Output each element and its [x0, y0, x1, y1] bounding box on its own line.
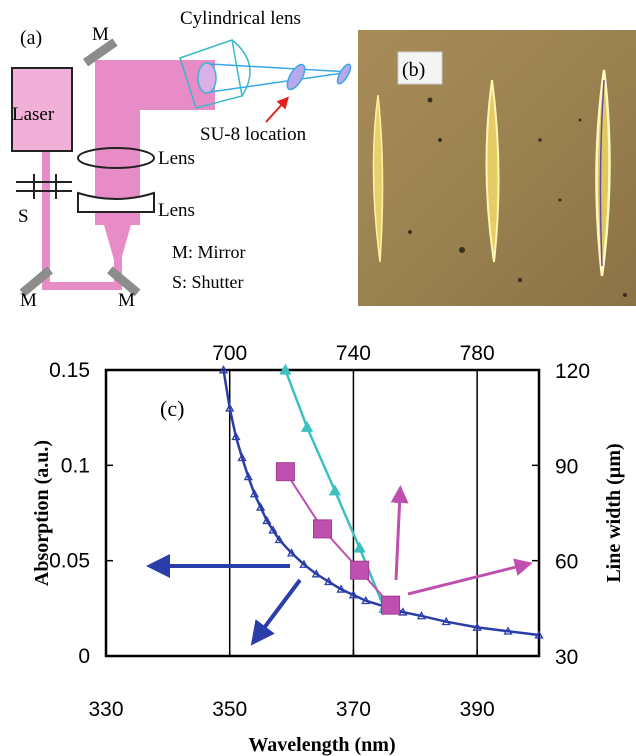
mirror-label-top: M: [92, 24, 109, 45]
arrow-down-blue: [250, 578, 302, 646]
panel-b-label: (b): [402, 59, 425, 81]
y-right-tick-label: 90: [555, 455, 578, 478]
series-0-point: [237, 452, 247, 462]
su8-label: SU-8 location: [200, 124, 307, 145]
series-0-point: [262, 515, 272, 525]
axis-ticks: [105, 369, 539, 657]
series-2-point: [275, 462, 295, 482]
mirror-label-bottom-left: M: [20, 290, 37, 311]
written-line-2: [485, 79, 500, 263]
lens-label-1: Lens: [158, 148, 195, 169]
series-0-point: [324, 576, 334, 586]
micrograph-specks: [408, 97, 627, 297]
series-0-point: [503, 626, 513, 635]
series-0-point: [348, 590, 359, 599]
legend-mirror: M: Mirror: [172, 242, 246, 262]
series-0-point: [249, 489, 260, 498]
series-0-point: [398, 607, 408, 616]
panel-c-chart: (c) 330 350 370 390 700 740 780 0 0.05 0.1 0.15 30 6…: [31, 342, 625, 756]
x-axis-title: Wavelength (nm): [248, 734, 395, 756]
su8-arrow: [265, 96, 290, 123]
series-0-point: [534, 630, 544, 639]
data-series: [218, 363, 544, 639]
y-right-tick-label: 60: [555, 551, 578, 574]
x-top-tick-label: 780: [460, 342, 495, 365]
arrow-up-pink: [390, 485, 409, 581]
series-1-point: [328, 484, 341, 496]
series-0-point: [231, 431, 241, 441]
series-0-point: [274, 534, 284, 544]
mirror-bottom-left: [19, 266, 54, 297]
y-left-axis-title: Absorption (a.u.): [31, 440, 53, 586]
panel-a-label: (a): [20, 27, 42, 49]
series-1-point: [300, 420, 314, 432]
grid-lines: [228, 370, 478, 656]
written-lines: [372, 69, 611, 277]
laser-beam: [42, 60, 215, 290]
y-right-axis-title: Line width (µm): [603, 443, 625, 582]
mirror-bottom-right: [106, 266, 141, 297]
y-left-tick-label: 0.15: [49, 359, 90, 382]
x-bottom-tick-label: 390: [460, 698, 495, 721]
series-0-point: [256, 502, 266, 511]
series-0-line: [222, 369, 540, 637]
series-0-point: [361, 595, 371, 605]
series-0-point: [472, 622, 482, 631]
series-2-point: [381, 595, 401, 615]
series-0-point: [218, 365, 229, 374]
shutter: [16, 174, 72, 199]
plot-area: [104, 368, 541, 658]
series-0-point: [416, 611, 427, 620]
focused-beam: [209, 63, 352, 93]
y-left-tick-label: 0.05: [49, 550, 90, 573]
mirror-label-bottom-right: M: [118, 290, 135, 311]
x-bottom-tick-label: 330: [88, 698, 123, 721]
x-top-tick-label: 700: [212, 342, 247, 365]
y-left-tick-label: 0: [78, 645, 90, 668]
legend-shutter: S: Shutter: [172, 272, 244, 292]
series-0-point: [243, 471, 253, 481]
concave-lens: [77, 191, 155, 213]
written-line-1: [372, 94, 384, 263]
x-bottom-tick-label: 350: [212, 698, 247, 721]
convex-lens: [77, 147, 155, 169]
annotation-arrows: [146, 485, 533, 646]
series-0-point: [286, 548, 297, 557]
series-1-point: [353, 541, 366, 553]
series-0-point: [336, 584, 346, 593]
panel-b-label-box: [397, 51, 443, 85]
panel-a-setup: (a) Laser M M M S Lens Lens: [11, 8, 352, 311]
series-0-point: [299, 559, 309, 568]
x-bottom-tick-label: 370: [336, 698, 371, 721]
series-0-point: [441, 616, 451, 626]
y-right-tick-label: 30: [555, 646, 578, 669]
series-1-point: [279, 363, 292, 375]
series-0-point: [311, 569, 321, 578]
y-left-tick-label: 0.1: [61, 454, 90, 477]
cylindrical-lens-label: Cylindrical lens: [180, 8, 301, 29]
lens-label-2: Lens: [158, 200, 195, 221]
mirror-top: [82, 38, 118, 67]
series-2-point: [350, 560, 370, 580]
x-top-tick-label: 740: [336, 342, 371, 365]
series-2-point: [313, 519, 332, 539]
laser-label: Laser: [12, 104, 55, 125]
written-line-3: [595, 69, 611, 277]
series-0-point: [225, 403, 235, 412]
panel-c-label: (c): [160, 396, 184, 421]
panel-b-micrograph: (b): [358, 30, 636, 306]
laser-box: [11, 67, 73, 152]
series-0-point: [268, 525, 278, 534]
y-right-tick-label: 120: [555, 360, 590, 383]
shutter-label: S: [18, 206, 29, 227]
series-2-line: [284, 471, 392, 606]
arrow-right-pink: [407, 558, 533, 596]
